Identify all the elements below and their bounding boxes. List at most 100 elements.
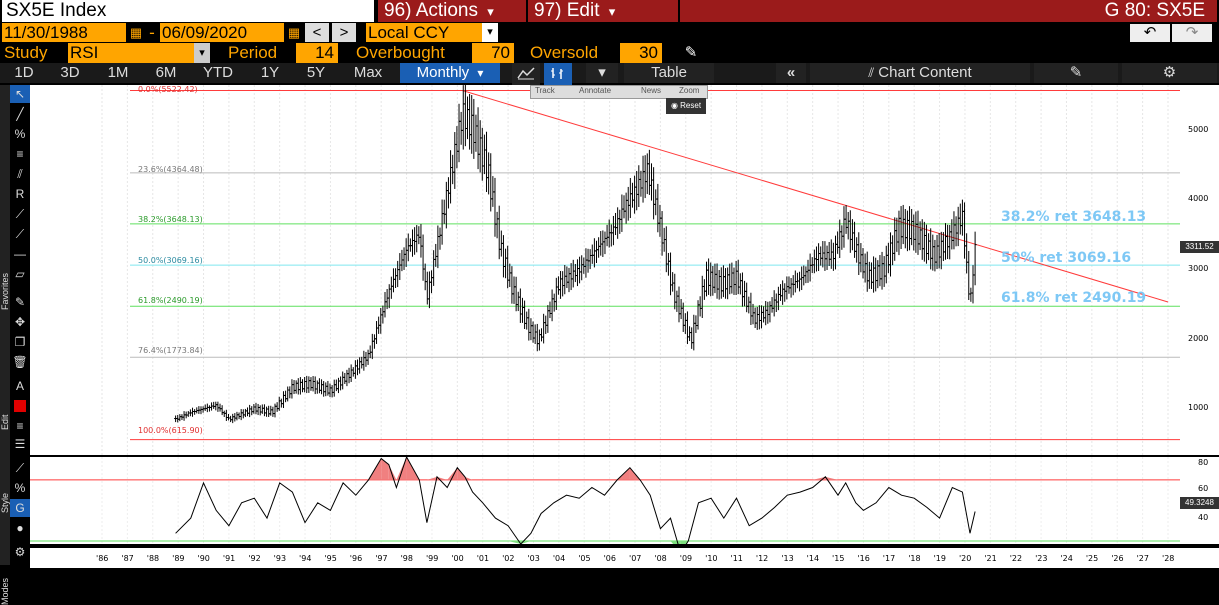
percent-tool-icon[interactable]: % xyxy=(14,127,26,141)
oversold-label: Oversold xyxy=(530,43,599,62)
time-tick: '09 xyxy=(679,554,693,563)
chart-content-button[interactable]: ⫽ Chart Content xyxy=(810,63,1030,83)
modes-tab[interactable]: Modes xyxy=(0,577,10,605)
actions-menu[interactable]: 96) Actions ▾ xyxy=(378,0,526,22)
price-tick: 1000 xyxy=(1188,403,1209,412)
chevron-down-icon[interactable]: ▾ xyxy=(586,63,618,83)
time-tick: '99 xyxy=(425,554,439,563)
currency-select[interactable]: Local CCY xyxy=(366,23,482,42)
trash-icon[interactable]: 🗑 xyxy=(12,355,28,369)
menu-item-zoom[interactable]: Zoom xyxy=(679,86,700,95)
favorites-tab[interactable]: Favorites xyxy=(0,272,10,310)
style-tab[interactable]: Style xyxy=(0,492,10,513)
calendar-icon[interactable]: ▦ xyxy=(286,23,302,42)
time-tick: '18 xyxy=(908,554,921,563)
modes-toolbar: ⟋ % G ● ⚙ xyxy=(10,457,30,567)
color-swatch-icon[interactable] xyxy=(10,397,30,415)
bar-chart-icon[interactable] xyxy=(544,63,572,86)
period-1y[interactable]: 1Y xyxy=(260,64,280,81)
ret-label-382: 38.2% ret 3648.13 xyxy=(1001,209,1147,225)
overbought-fill xyxy=(396,457,407,480)
cursor-icon[interactable]: ↖ xyxy=(10,85,30,103)
overbought-fill xyxy=(388,464,397,480)
chevron-down-icon: ▾ xyxy=(608,4,616,19)
period-ytd[interactable]: YTD xyxy=(203,64,233,81)
fib-fan-icon[interactable]: ⫽ xyxy=(17,167,23,181)
table-button[interactable]: Table xyxy=(624,63,714,83)
study-select[interactable]: RSI xyxy=(68,43,194,63)
overbought-input[interactable]: 70 xyxy=(472,43,514,63)
price-chart[interactable]: 0.0%(5522.42) 23.6%(4364.48) 38.2%(3648.… xyxy=(30,83,1180,455)
menu-item-annotate[interactable]: Annotate xyxy=(579,86,612,95)
time-tick: '22 xyxy=(1009,554,1023,563)
hline-tool-icon[interactable]: — xyxy=(14,247,26,261)
period-3d[interactable]: 3D xyxy=(60,64,80,81)
period-5y[interactable]: 5Y xyxy=(306,64,326,81)
copy-icon[interactable]: ❐ xyxy=(14,335,26,349)
edit-tab[interactable]: Edit xyxy=(0,414,10,430)
menu-item-news[interactable]: News xyxy=(641,86,662,95)
overbought-fill xyxy=(447,467,458,480)
title-bar: SX5E Index 96) Actions ▾ 97) Edit ▾ G 80… xyxy=(0,0,1219,22)
edit-chart-icon[interactable]: ✎ xyxy=(1034,63,1118,83)
time-tick: '11 xyxy=(730,554,743,563)
period-input[interactable]: 14 xyxy=(296,43,338,63)
frequency-select[interactable]: Monthly ▾ xyxy=(400,63,500,83)
study-row: Study RSI ▾ Period 14 Overbought 70 Over… xyxy=(0,43,1219,63)
trend-tool-icon[interactable]: ⟋ xyxy=(15,207,25,221)
prev-period-button[interactable]: < xyxy=(305,23,329,42)
period-max[interactable]: Max xyxy=(353,64,383,81)
trend-line xyxy=(462,90,1169,303)
redo-button[interactable]: ↷ xyxy=(1172,24,1212,42)
frequency-label: Monthly xyxy=(416,64,470,81)
chevron-down-icon[interactable]: ▾ xyxy=(194,43,210,63)
edit-menu[interactable]: 97) Edit ▾ xyxy=(528,0,678,22)
move-icon[interactable]: ✥ xyxy=(14,315,26,329)
time-tick: '15 xyxy=(832,554,845,563)
time-tick: '06 xyxy=(603,554,616,563)
pen-icon[interactable]: ✎ xyxy=(14,295,26,309)
rsi-chart-svg xyxy=(30,455,1180,555)
time-tick: '94 xyxy=(299,554,312,563)
rsi-chart[interactable] xyxy=(30,455,1180,555)
gear-icon[interactable]: ⚙ xyxy=(1122,63,1217,83)
color-mode-icon[interactable]: ● xyxy=(16,521,24,535)
time-tick: '19 xyxy=(933,554,946,563)
chevron-down-icon[interactable]: ▾ xyxy=(482,23,498,42)
time-tick: '86 xyxy=(96,554,109,563)
compare-mode-icon[interactable]: G xyxy=(10,499,30,517)
percent-mode-icon[interactable]: % xyxy=(14,481,26,495)
undo-button[interactable]: ↶ xyxy=(1130,24,1170,42)
line-chart-icon[interactable] xyxy=(512,63,540,86)
chart-mode-menu: Track Annotate News Zoom xyxy=(530,85,708,99)
line-style-icon[interactable]: ≡ xyxy=(16,419,24,433)
collapse-button[interactable]: « xyxy=(776,63,806,83)
oversold-input[interactable]: 30 xyxy=(620,43,662,63)
period-6m[interactable]: 6M xyxy=(155,64,177,81)
ticker-field[interactable]: SX5E Index xyxy=(2,0,374,22)
fib-tool-icon[interactable]: ≡ xyxy=(16,147,24,161)
rsi-line xyxy=(175,455,976,555)
time-tick: '89 xyxy=(172,554,185,563)
calendar-icon[interactable]: ▦ xyxy=(128,23,144,42)
period-1m[interactable]: 1M xyxy=(107,64,129,81)
line-weight-icon[interactable]: ☰ xyxy=(14,437,26,451)
text-style-icon[interactable]: A xyxy=(15,379,24,393)
retracement-icon[interactable]: R xyxy=(15,187,25,201)
end-date-input[interactable]: 06/09/2020 xyxy=(160,23,284,42)
settings-icon[interactable]: ⚙ xyxy=(14,545,26,559)
time-tick: '20 xyxy=(958,554,972,563)
edit-label: 97) Edit xyxy=(534,0,600,21)
pencil-icon[interactable]: ✎ xyxy=(684,44,698,61)
time-tick: '95 xyxy=(324,554,337,563)
ray-tool-icon[interactable]: ⟋ xyxy=(15,227,25,241)
menu-item-track[interactable]: Track xyxy=(535,86,555,95)
period-1d[interactable]: 1D xyxy=(14,64,34,81)
next-period-button[interactable]: > xyxy=(332,23,356,42)
start-date-input[interactable]: 11/30/1988 xyxy=(2,23,126,42)
line-tool-icon[interactable]: ╱ xyxy=(16,107,24,121)
channel-tool-icon[interactable]: ▱ xyxy=(15,267,25,281)
reset-button[interactable]: ◉ Reset xyxy=(666,98,706,114)
crosshair-mode-icon[interactable]: ⟋ xyxy=(15,461,25,475)
time-tick: '05 xyxy=(578,554,591,563)
